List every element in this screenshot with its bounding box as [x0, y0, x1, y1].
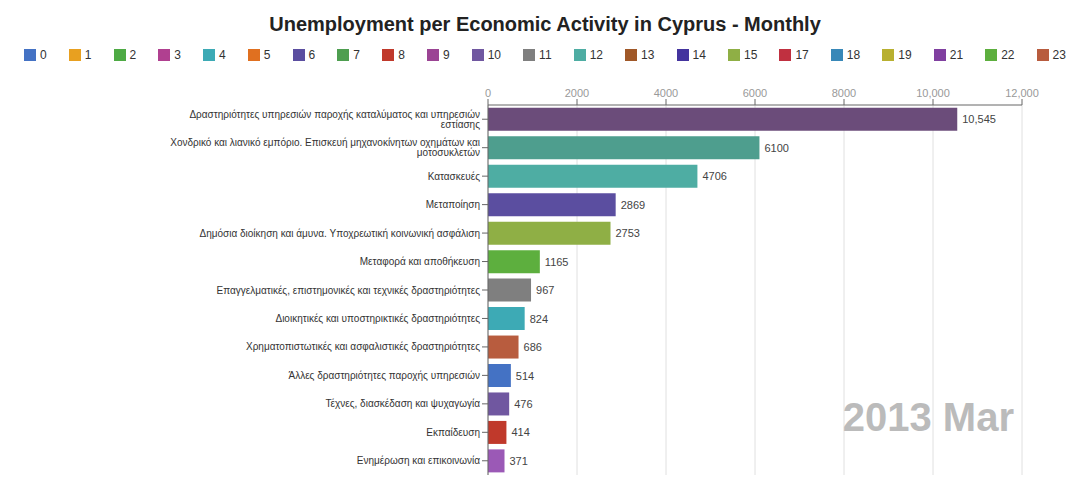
svg-text:4000: 4000 — [654, 87, 678, 99]
html-text:7: 7 — [353, 48, 360, 62]
html-text:2013 Mar: 2013 Mar — [842, 395, 1014, 439]
html-text:21: 21 — [949, 48, 964, 62]
svg-text:0: 0 — [485, 87, 491, 99]
svg-text:10,545: 10,545 — [962, 113, 996, 125]
html-text:Unemployment per Economic Acti: Unemployment per Economic Activity in Cy… — [269, 13, 821, 35]
svg-text:514: 514 — [516, 370, 534, 382]
svg-text:10,000: 10,000 — [916, 87, 950, 99]
svg-text:Κατασκευές: Κατασκευές — [428, 171, 480, 182]
html-text:5: 5 — [263, 48, 271, 62]
svg-text:4706: 4706 — [702, 170, 726, 182]
svg-text:6100: 6100 — [764, 142, 788, 154]
svg-text:967: 967 — [536, 284, 554, 296]
svg-text:686: 686 — [524, 341, 542, 353]
svg-text:371: 371 — [510, 455, 528, 467]
svg-text:Μεταφορά και αποθήκευση: Μεταφορά και αποθήκευση — [360, 256, 480, 267]
html-text:12: 12 — [589, 48, 603, 62]
svg-text:Άλλες δραστηριότητες παροχής υ: Άλλες δραστηριότητες παροχής υπηρεσιών — [288, 370, 480, 381]
html-text:15: 15 — [744, 48, 758, 62]
html-text:23: 23 — [1052, 48, 1066, 62]
svg-text:2753: 2753 — [616, 227, 640, 239]
svg-text:Ενημέρωση και επικοινωνία: Ενημέρωση και επικοινωνία — [357, 455, 480, 466]
html-text:8: 8 — [398, 48, 405, 62]
svg-text:Διοικητικές και υποστηρικτικές: Διοικητικές και υποστηρικτικές δραστηριό… — [275, 313, 480, 324]
svg-text:2869: 2869 — [621, 199, 645, 211]
svg-text:Τέχνες, διασκέδαση και ψυχαγωγ: Τέχνες, διασκέδαση και ψυχαγωγία — [326, 398, 481, 409]
html-text:18: 18 — [846, 48, 861, 62]
html-text:4: 4 — [219, 48, 226, 62]
svg-text:12,000: 12,000 — [1005, 87, 1039, 99]
html-text:3: 3 — [174, 48, 181, 62]
svg-text:Χονδρικό και λιανικό εμπόριο.: Χονδρικό και λιανικό εμπόριο. Επισκευή μ… — [170, 137, 480, 158]
html-text:0: 0 — [40, 48, 47, 62]
html-text:19: 19 — [898, 48, 912, 62]
svg-text:Μεταποίηση: Μεταποίηση — [426, 199, 480, 210]
html-text:2: 2 — [129, 48, 137, 62]
svg-text:8000: 8000 — [832, 87, 856, 99]
svg-text:1165: 1165 — [545, 256, 569, 268]
html-text:6: 6 — [308, 48, 316, 62]
html-text:10: 10 — [487, 48, 501, 62]
svg-text:824: 824 — [530, 313, 548, 325]
svg-text:6000: 6000 — [743, 87, 767, 99]
svg-text:414: 414 — [511, 426, 529, 438]
html-text:17: 17 — [795, 48, 809, 62]
svg-text:Δημόσια διοίκηση και άμυνα. Υπ: Δημόσια διοίκηση και άμυνα. Υποχρεωτική … — [200, 228, 481, 239]
html-text:14: 14 — [692, 48, 706, 62]
html-text:1: 1 — [84, 48, 92, 62]
html-text:11: 11 — [539, 48, 552, 62]
svg-text:476: 476 — [514, 398, 532, 410]
svg-text:Χρηματοπιστωτικές και ασφαλιστ: Χρηματοπιστωτικές και ασφαλιστικές δραστ… — [246, 341, 480, 352]
html-text:22: 22 — [1001, 48, 1015, 62]
svg-text:2000: 2000 — [565, 87, 589, 99]
html-text:13: 13 — [641, 48, 655, 62]
html-text:9: 9 — [442, 48, 450, 62]
svg-text:Επαγγελματικές, επιστημονικές: Επαγγελματικές, επιστημονικές και τεχνικ… — [217, 285, 481, 296]
svg-text:Εκπαίδευση: Εκπαίδευση — [426, 427, 480, 438]
svg-text:Δραστηριότητες υπηρεσιών παροχ: Δραστηριότητες υπηρεσιών παροχής καταλύμ… — [189, 109, 480, 130]
